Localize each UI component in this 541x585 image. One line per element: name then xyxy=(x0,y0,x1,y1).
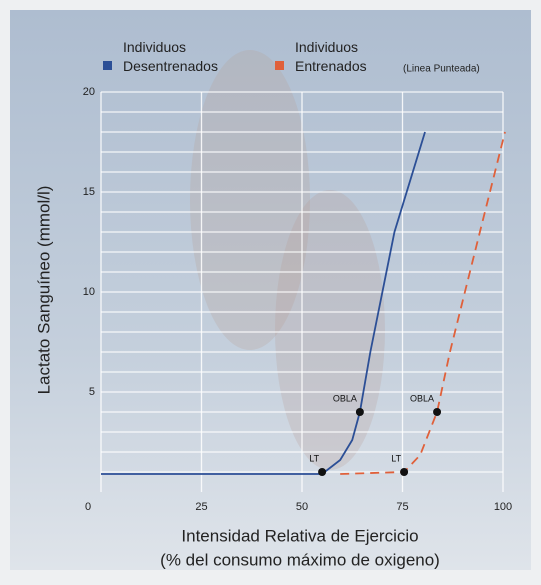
annotation-label: LT xyxy=(309,453,319,463)
annotation-point xyxy=(433,408,441,416)
page: Lactato Sanguíneo (mmol/l) Intensidad Re… xyxy=(0,0,541,585)
x-axis-label: (% del consumo máximo de oxigeno) xyxy=(160,550,440,569)
x-tick-label: 50 xyxy=(296,501,308,513)
annotation-point xyxy=(400,468,408,476)
x-tick-label: 25 xyxy=(195,501,207,513)
chart: Lactato Sanguíneo (mmol/l) Intensidad Re… xyxy=(0,0,541,580)
legend-swatch xyxy=(103,61,112,70)
annotation-label: OBLA xyxy=(333,393,357,403)
x-axis-label: Intensidad Relativa de Ejercicio xyxy=(181,526,418,545)
annotation-label: LT xyxy=(391,453,401,463)
y-tick-label: 10 xyxy=(83,286,95,298)
x-tick-label: 100 xyxy=(494,501,512,513)
legend-note: (Linea Punteada) xyxy=(403,64,480,75)
y-tick-label: 20 xyxy=(83,86,95,98)
y-tick-label: 15 xyxy=(83,186,95,198)
annotation-point xyxy=(356,408,364,416)
y-tick-label: 5 xyxy=(89,386,95,398)
y-axis-label: Lactato Sanguíneo (mmol/l) xyxy=(34,186,53,395)
x-tick-label: 0 xyxy=(85,501,91,513)
annotation-label: OBLA xyxy=(410,393,434,403)
annotation-point xyxy=(318,468,326,476)
legend-swatch xyxy=(275,61,284,70)
x-tick-label: 75 xyxy=(396,501,408,513)
